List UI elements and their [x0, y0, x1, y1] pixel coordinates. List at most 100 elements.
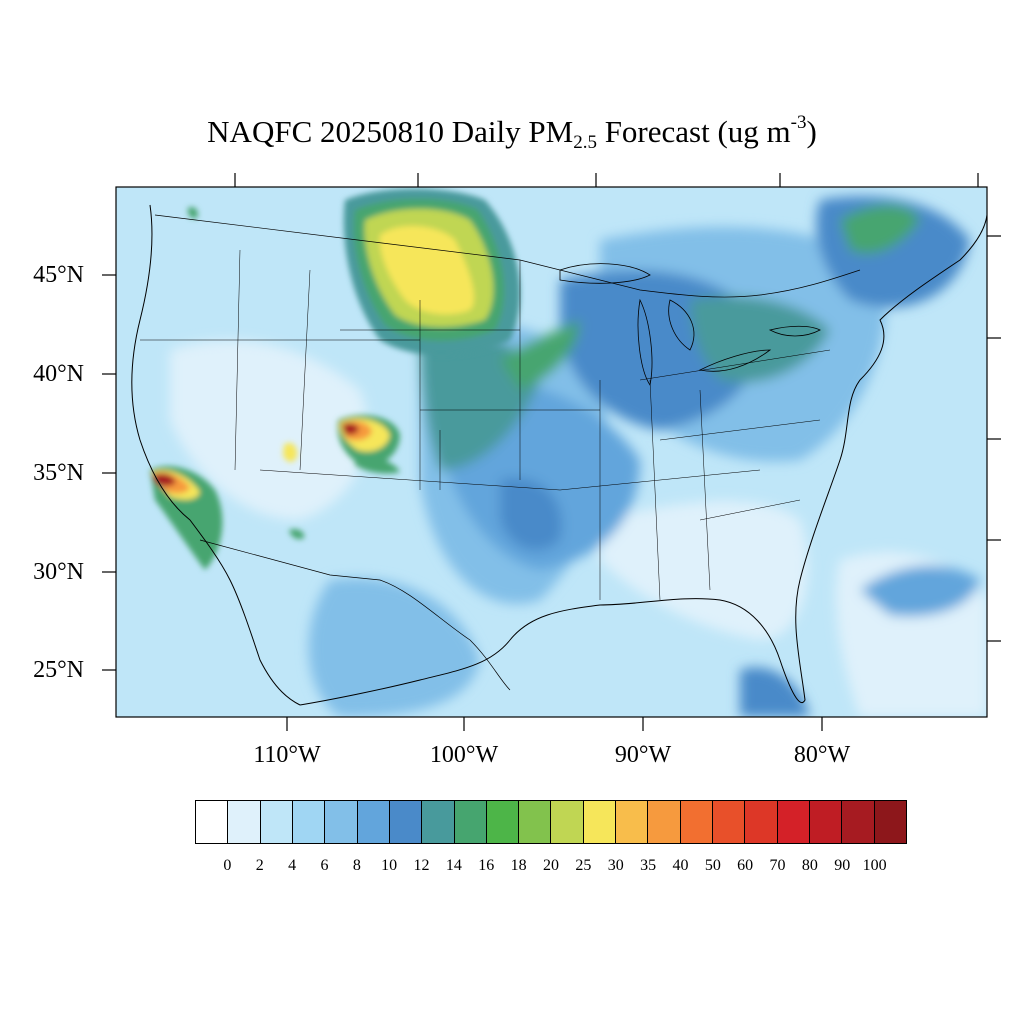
state-line-w6: [259, 469, 561, 491]
smoke-plumes-west: [150, 207, 400, 570]
figure-title: NAQFC 20250810 Daily PM2.5 Forecast (ug …: [0, 112, 1024, 154]
colorbar-swatch-7: [422, 801, 455, 843]
state-line-e2: [699, 389, 711, 591]
colorbar-swatch-14: [648, 801, 681, 843]
plume-colorado-tail: [355, 455, 400, 474]
colorbar-swatch-18: [777, 801, 810, 843]
colorbar-tick-label: 80: [801, 857, 818, 874]
lat-label-25: 25°N: [33, 657, 84, 683]
colorbar-swatch-12: [583, 801, 617, 843]
plume-west-interior: [170, 340, 368, 520]
state-line-c5: [559, 469, 761, 491]
colorbar-tick-label: 35: [640, 857, 657, 874]
lake-ontario: [768, 325, 821, 337]
map-outlines: [131, 204, 987, 706]
colorbar-tick-label: 8: [352, 857, 361, 874]
colorbar-swatch-1: [228, 801, 261, 843]
state-line-w1: [234, 249, 241, 471]
title-main: NAQFC 20250810 Daily PM: [207, 114, 574, 149]
map-frame: [115, 186, 988, 718]
lat-label-45: 45°N: [33, 262, 84, 288]
gulf-coastline: [299, 579, 806, 706]
lake-huron: [668, 299, 695, 351]
title-subscript: 2.5: [573, 132, 597, 153]
us-coastline-east: [799, 214, 987, 581]
state-line-w2: [299, 269, 311, 471]
colorbar-swatch-10: [519, 801, 552, 843]
state-line-e4: [659, 419, 821, 441]
colorbar-swatch-20: [842, 801, 875, 843]
us-coastline-west: [131, 204, 301, 706]
plume-northeast-band: [690, 296, 830, 383]
lon-label-80w: 80°W: [793, 742, 851, 768]
great-lakes: [559, 263, 821, 387]
colorbar-tick-label: 14: [445, 857, 462, 874]
plume-dakotas-yellow: [379, 225, 475, 315]
lake-michigan: [637, 298, 653, 387]
colorbar-swatch-8: [454, 801, 487, 843]
colorbar-swatch-21: [874, 801, 906, 843]
title-end: ): [806, 114, 817, 149]
plume-quebec: [840, 205, 920, 254]
colorbar-swatch-2: [260, 801, 293, 843]
lake-erie: [698, 349, 772, 372]
colorbar-tick-label: 100: [862, 857, 887, 874]
lake-superior: [559, 263, 651, 284]
colorbar-swatch-16: [713, 801, 746, 843]
colorbar-tick-label: 40: [672, 857, 689, 874]
plume-mexico: [308, 578, 480, 717]
colorbar-swatch-17: [745, 801, 778, 843]
colorbar-tick-label: 70: [769, 857, 786, 874]
plume-texas: [500, 478, 562, 551]
colorbar: [195, 800, 907, 844]
colorbar-tick-label: 60: [737, 857, 754, 874]
background-plumes: [170, 196, 987, 717]
state-line-e5: [699, 499, 801, 521]
plume-utah: [283, 442, 298, 462]
colorbar-swatch-6: [389, 801, 423, 843]
colorbar-swatch-3: [292, 801, 326, 843]
colorbar-tick-label: 10: [381, 857, 398, 874]
colorbar-tick-label: 0: [223, 857, 232, 874]
state-lines: [140, 249, 831, 601]
mexico-border: [199, 539, 511, 691]
concentration-field: [116, 187, 987, 717]
plume-colorado-core: [342, 423, 359, 435]
colorbar-swatch-19: [809, 801, 843, 843]
colorbar-tick-label: 4: [288, 857, 297, 874]
lat-label-40: 40°N: [33, 361, 84, 387]
plume-gulf: [740, 667, 810, 717]
title-superscript: -3: [790, 112, 807, 133]
colorbar-swatch-5: [357, 801, 390, 843]
colorbar-swatch-11: [551, 801, 584, 843]
lat-label-30: 30°N: [33, 559, 84, 585]
title-middle: Forecast (ug m: [596, 114, 791, 149]
lon-label-100w: 100°W: [429, 742, 499, 768]
colorbar-tick-label: 6: [320, 857, 329, 874]
colorbar-tick-label: 50: [704, 857, 721, 874]
smoke-plume-northern-plains: [343, 188, 521, 355]
colorbar-tick-label: 12: [413, 857, 430, 874]
state-line-e3: [639, 349, 831, 381]
lon-label-110w: 110°W: [253, 742, 321, 768]
plume-washington: [187, 207, 198, 219]
state-line-e1: [649, 379, 661, 601]
colorbar-swatch-4: [325, 801, 358, 843]
colorbar-tick-label: 90: [834, 857, 851, 874]
colorbar-tick-label: 20: [543, 857, 559, 874]
colorbar-tick-label: 16: [478, 857, 495, 874]
colorbar-tick-label: 2: [255, 857, 264, 874]
plume-southeast: [600, 501, 808, 640]
colorbar-tick-label: 30: [607, 857, 624, 874]
colorbar-swatch-9: [486, 801, 520, 843]
lon-label-90w: 90°W: [614, 742, 672, 768]
lat-label-35: 35°N: [33, 460, 84, 486]
canada-border: [154, 214, 861, 298]
plume-gulf-stream: [860, 566, 980, 617]
colorbar-swatch-0: [196, 801, 229, 843]
plume-arizona: [289, 529, 305, 540]
colorbar-tick-label: 25: [575, 857, 592, 874]
colorbar-tick-label: 18: [510, 857, 527, 874]
